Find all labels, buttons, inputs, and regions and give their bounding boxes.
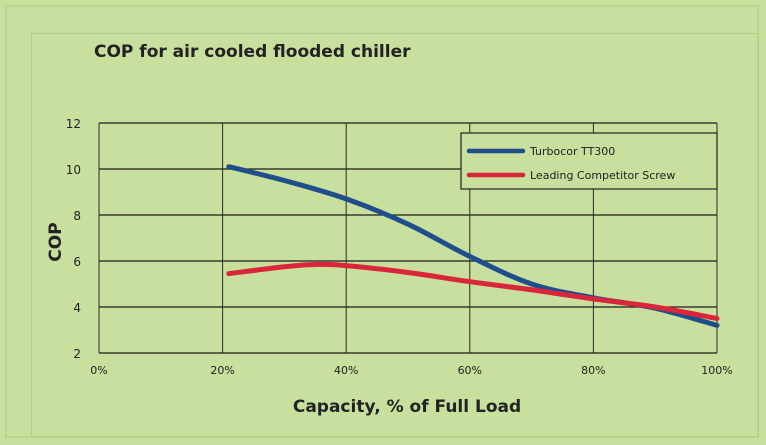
x-tick-label: 40%: [334, 364, 358, 377]
y-axis-label: COP: [46, 222, 66, 261]
legend-label-competitor: Leading Competitor Screw: [530, 169, 675, 182]
y-tick-label: 8: [73, 209, 81, 223]
y-tick-label: 6: [73, 255, 81, 269]
x-axis-label: Capacity, % of Full Load: [293, 397, 521, 417]
legend-box: [460, 132, 718, 190]
x-tick-label: 80%: [581, 364, 605, 377]
y-tick-label: 10: [66, 163, 81, 177]
series-line-competitor: [226, 261, 720, 321]
chart-inner-border: [31, 33, 759, 437]
x-tick-label: 20%: [210, 364, 234, 377]
legend-label-turbocor: Turbocor TT300: [529, 145, 615, 158]
series-lines: [226, 164, 720, 328]
x-tick-labels: 0% 20% 40% 60% 80% 100%: [90, 364, 732, 377]
legend: Turbocor TT300 Leading Competitor Screw: [460, 132, 718, 190]
y-tick-label: 12: [66, 117, 81, 131]
x-tick-label: 100%: [701, 364, 732, 377]
y-tick-labels: 2 4 6 8 10 12: [66, 117, 81, 361]
y-tick-label: 4: [73, 301, 81, 315]
x-tick-label: 0%: [90, 364, 107, 377]
y-tick-label: 2: [73, 347, 81, 361]
chart-title: COP for air cooled flooded chiller: [94, 42, 411, 62]
x-tick-label: 60%: [458, 364, 482, 377]
